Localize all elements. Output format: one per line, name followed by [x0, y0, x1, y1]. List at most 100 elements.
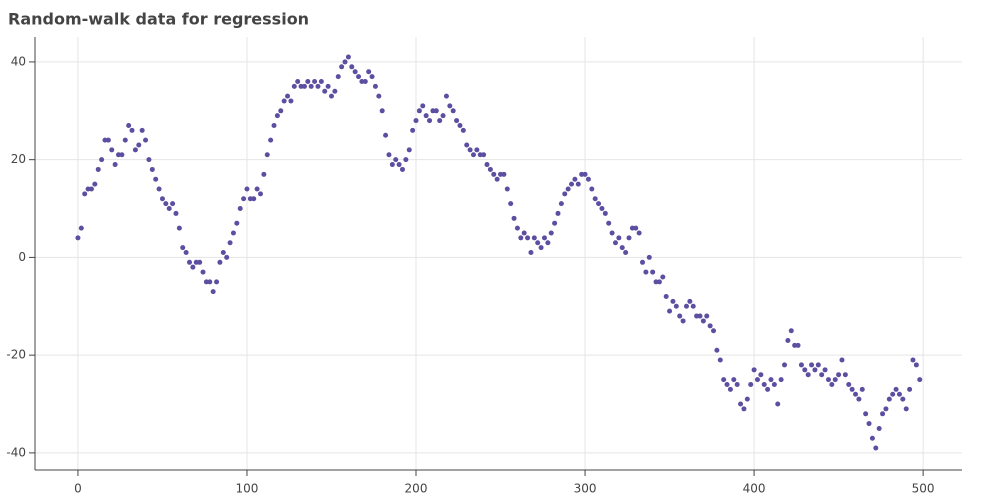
point: [853, 391, 859, 397]
point: [582, 171, 588, 177]
point: [640, 259, 646, 265]
point: [680, 318, 686, 324]
point: [896, 391, 902, 397]
point: [683, 303, 689, 309]
point: [214, 279, 220, 285]
point: [180, 245, 186, 251]
point: [264, 152, 270, 158]
point: [487, 166, 493, 172]
point: [410, 127, 416, 133]
point: [569, 181, 575, 187]
point: [738, 401, 744, 407]
point: [758, 372, 764, 378]
point: [420, 103, 426, 109]
point: [416, 108, 422, 114]
point: [842, 372, 848, 378]
point: [406, 147, 412, 153]
point: [585, 176, 591, 182]
point: [697, 313, 703, 319]
x-tick-label: 300: [574, 482, 597, 496]
point: [92, 181, 98, 187]
point: [771, 381, 777, 387]
point: [785, 337, 791, 343]
point: [869, 435, 875, 441]
point: [389, 162, 395, 168]
point: [812, 367, 818, 373]
point: [271, 122, 277, 128]
point: [122, 137, 128, 143]
point: [798, 362, 804, 368]
point: [322, 88, 328, 94]
point: [176, 225, 182, 231]
point: [856, 396, 862, 402]
point: [616, 235, 622, 241]
point: [75, 235, 81, 241]
point: [88, 186, 94, 192]
point: [464, 142, 470, 148]
point: [139, 127, 145, 133]
point: [166, 206, 172, 212]
point: [386, 152, 392, 158]
point: [832, 377, 838, 383]
point: [663, 294, 669, 300]
point: [633, 225, 639, 231]
point: [535, 240, 541, 246]
point: [538, 245, 544, 251]
point: [126, 122, 132, 128]
point: [413, 118, 419, 124]
point: [325, 83, 331, 89]
point: [650, 269, 656, 275]
point: [470, 152, 476, 158]
point: [339, 64, 345, 70]
point: [589, 186, 595, 192]
point: [761, 381, 767, 387]
point: [159, 196, 165, 202]
point: [254, 186, 260, 192]
y-tick-label: 0: [18, 250, 26, 264]
point: [873, 445, 879, 451]
point: [312, 78, 318, 84]
point: [190, 264, 196, 270]
point: [734, 381, 740, 387]
point: [447, 103, 453, 109]
point: [531, 235, 537, 241]
point: [809, 362, 815, 368]
point: [403, 157, 409, 163]
point: [528, 250, 534, 256]
point: [342, 59, 348, 65]
point: [751, 367, 757, 373]
point: [78, 225, 84, 231]
point: [575, 181, 581, 187]
point: [362, 78, 368, 84]
point: [383, 132, 389, 138]
y-tick-label: -40: [6, 445, 26, 459]
point: [187, 259, 192, 265]
point: [443, 93, 449, 99]
point: [99, 157, 105, 163]
point: [727, 386, 733, 392]
point: [619, 245, 625, 251]
point: [541, 235, 547, 241]
point: [555, 210, 561, 216]
point: [788, 328, 794, 334]
point: [765, 386, 771, 392]
point: [677, 313, 683, 319]
point: [356, 74, 362, 80]
point: [352, 69, 358, 75]
point: [839, 357, 845, 363]
point: [82, 191, 88, 197]
point: [427, 118, 433, 124]
point: [602, 210, 608, 216]
point: [673, 303, 679, 309]
point: [372, 83, 378, 89]
point: [129, 127, 135, 133]
point: [558, 201, 564, 207]
point: [328, 93, 334, 99]
point: [504, 186, 510, 192]
point: [278, 108, 284, 114]
point: [274, 113, 280, 119]
point: [197, 259, 203, 265]
point: [626, 235, 632, 241]
point: [849, 386, 855, 392]
